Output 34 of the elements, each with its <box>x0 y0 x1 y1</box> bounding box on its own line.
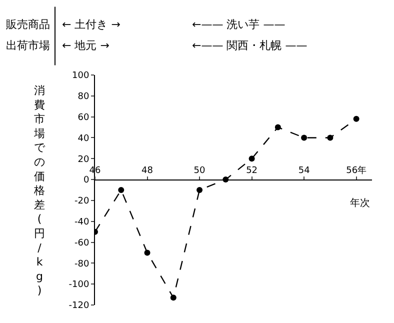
text: ←—— 洗い芋 —— <box>192 18 286 31</box>
text: 出荷市場 <box>6 39 50 52</box>
y-tick-label: -80 <box>74 259 90 270</box>
x-tick-label: 54 <box>298 166 310 176</box>
x-tick-label: 50 <box>194 166 206 176</box>
point <box>301 134 308 141</box>
x-tick-label: 48 <box>142 166 154 176</box>
x-tick-label: 52 <box>246 166 258 176</box>
point <box>353 116 360 122</box>
point <box>170 294 176 301</box>
x-tick-label: 56年 <box>346 164 367 176</box>
y-tick-label: 20 <box>78 154 90 165</box>
x-axis-title: 年次 <box>350 197 370 209</box>
y-tick-label: 100 <box>72 71 90 82</box>
y-tick-label: -60 <box>74 238 90 248</box>
y-tick-label: -20 <box>74 196 90 207</box>
text: 販売商品 <box>6 18 50 31</box>
point <box>248 156 255 162</box>
text: ← 地元 → <box>62 39 110 52</box>
y-tick-label: 0 <box>83 176 90 186</box>
y-tick-label: -100 <box>68 280 90 290</box>
y-tick-label: -40 <box>74 218 90 228</box>
point <box>196 187 203 193</box>
text: ←—— 関西・札幌 —— <box>192 39 308 52</box>
y-tick-label: 40 <box>78 134 90 144</box>
point <box>327 134 334 141</box>
text: 消費市場での価格差(円/kg) <box>34 84 45 298</box>
point <box>118 187 124 193</box>
text: ← 土付き → <box>62 18 120 31</box>
point <box>274 124 281 130</box>
y-tick-label: 80 <box>78 92 90 102</box>
y-tick-label: -120 <box>68 301 90 312</box>
point <box>144 250 150 256</box>
y-tick-label: 60 <box>78 112 90 123</box>
